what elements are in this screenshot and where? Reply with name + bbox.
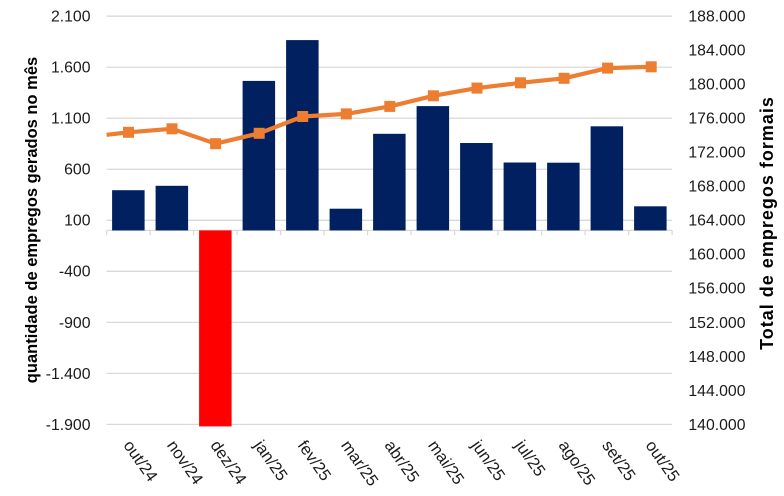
svg-text:144.000: 144.000 (688, 383, 745, 400)
svg-text:168.000: 168.000 (688, 179, 745, 196)
svg-text:172.000: 172.000 (688, 145, 745, 162)
svg-text:Total de empregos formais: Total de empregos formais (757, 96, 777, 350)
svg-text:152.000: 152.000 (688, 315, 745, 332)
svg-text:100: 100 (64, 213, 91, 230)
svg-text:quantidade de empregos gerados: quantidade de empregos gerados no mês (23, 57, 41, 383)
svg-text:176.000: 176.000 (688, 111, 745, 128)
svg-text:188.000: 188.000 (688, 9, 745, 26)
svg-text:1.100: 1.100 (51, 111, 91, 128)
svg-text:600: 600 (64, 162, 91, 179)
svg-text:156.000: 156.000 (688, 281, 745, 298)
svg-text:2.100: 2.100 (51, 9, 91, 26)
svg-text:164.000: 164.000 (688, 213, 745, 230)
svg-text:180.000: 180.000 (688, 77, 745, 94)
svg-text:160.000: 160.000 (688, 247, 745, 264)
svg-text:-400: -400 (59, 264, 91, 281)
svg-text:184.000: 184.000 (688, 43, 745, 60)
svg-text:-900: -900 (59, 315, 91, 332)
svg-text:-1.400: -1.400 (46, 366, 91, 383)
svg-text:-1.900: -1.900 (46, 417, 91, 434)
svg-text:148.000: 148.000 (688, 349, 745, 366)
svg-text:140.000: 140.000 (688, 417, 745, 434)
svg-text:1.600: 1.600 (51, 60, 91, 77)
